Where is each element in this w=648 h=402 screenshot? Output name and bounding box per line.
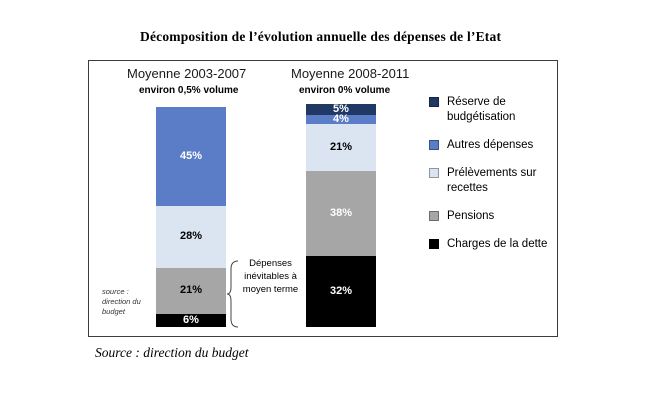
stacked-bar-2008-2011: 5% 4% 21% 38% 32% <box>306 104 376 327</box>
annotation-label: Dépenses inévitables à moyen terme <box>242 258 299 295</box>
legend-item: Pensions <box>429 209 559 224</box>
bar-segment-label: 5% <box>333 103 349 116</box>
chart-frame: Moyenne 2003-2007 environ 0,5% volume Mo… <box>88 60 558 337</box>
legend-item: Autres dépenses <box>429 138 559 153</box>
bar-segment-21%: 21% <box>306 124 376 171</box>
page-title: Décomposition de l’évolution annuelle de… <box>140 29 502 44</box>
legend-item: Prélèvements sur recettes <box>429 166 559 196</box>
bar-segment-label: 21% <box>179 284 203 297</box>
legend-swatch-icon <box>429 210 439 221</box>
legend-label: Réserve de budgétisation <box>447 96 516 123</box>
column-header-2008-2011: Moyenne 2008-2011 <box>291 66 410 81</box>
bar-segment-21%: 21% <box>156 267 226 314</box>
bar-segment-label: 4% <box>333 113 349 126</box>
legend-label: Pensions <box>447 209 495 222</box>
bar-segment-label: 28% <box>179 230 203 243</box>
legend-label: Charges de la dette <box>447 237 548 250</box>
bar-segment-label: 21% <box>329 140 353 153</box>
column-subheader-2008-2011: environ 0% volume <box>299 85 391 96</box>
bar-segment-5%: 5% <box>306 103 376 116</box>
inner-source-note: source : direction du budget <box>102 287 141 317</box>
stacked-bar-2003-2007: 45% 28% 21% 6% <box>156 107 226 327</box>
bar-segment-label: 32% <box>329 284 353 297</box>
column-subheader-2003-2007: environ 0,5% volume <box>139 85 239 96</box>
legend-swatch-icon <box>429 167 439 178</box>
bar-segment-label: 45% <box>179 150 203 162</box>
bar-segment-4%: 4% <box>306 113 376 126</box>
bar-segment-label: 38% <box>329 206 353 219</box>
legend-label: Prélèvements sur recettes <box>447 166 537 194</box>
legend-item: Réserve de budgétisation <box>429 95 559 125</box>
bar-segment-32%: 32% <box>306 255 376 327</box>
annotation-brace-icon <box>227 260 239 328</box>
legend-swatch-icon <box>429 238 439 249</box>
bar-segment-28%: 28% <box>156 206 226 268</box>
legend: Réserve de budgétisation Autres dépenses P… <box>429 95 559 265</box>
bar-segment-label: 6% <box>183 313 199 326</box>
bar-segment-38%: 38% <box>306 170 376 256</box>
column-header-2003-2007: Moyenne 2003-2007 <box>127 66 247 81</box>
bar-segment-45%: 45% <box>156 107 226 206</box>
bar-segment-6%: 6% <box>156 313 226 327</box>
legend-swatch-icon <box>429 139 439 150</box>
source-caption: Source : direction du budget <box>95 345 249 360</box>
legend-item: Charges de la dette <box>429 237 559 252</box>
legend-swatch-icon <box>429 97 439 107</box>
legend-label: Autres dépenses <box>447 138 534 151</box>
